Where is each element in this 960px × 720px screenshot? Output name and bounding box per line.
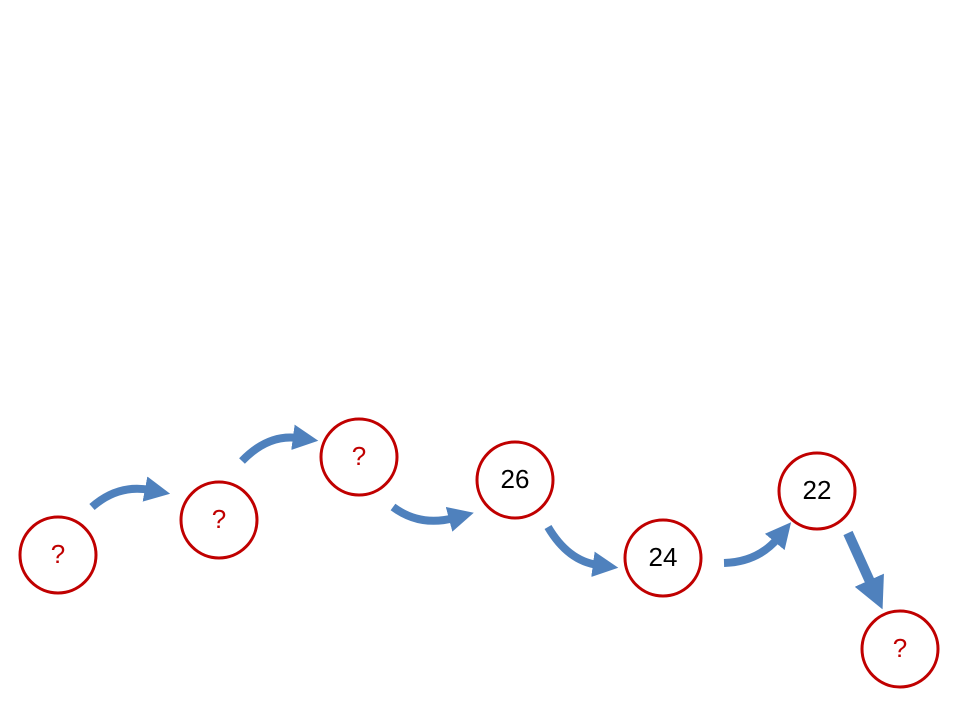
- arrow-4-to-5: [544, 524, 619, 578]
- arrow-3-to-4: [390, 503, 474, 532]
- node-2-label: ?: [212, 504, 226, 534]
- node-4-label: 26: [501, 464, 530, 494]
- node-2-circle: [179, 480, 259, 560]
- node-5-label: 24: [649, 542, 678, 572]
- node-2: ?: [179, 480, 259, 560]
- node-5: 24: [623, 518, 703, 598]
- arrow-1-to-2: [89, 476, 171, 511]
- arrow-6-to-7: [843, 530, 884, 610]
- node-7: ?: [860, 609, 940, 689]
- node-1-label: ?: [51, 539, 65, 569]
- node-7-label: ?: [893, 633, 907, 663]
- node-5-circle: [623, 518, 703, 598]
- node-6-circle: [777, 451, 857, 531]
- node-1: ?: [18, 515, 98, 595]
- node-3-circle: [319, 417, 399, 497]
- node-6: 22: [777, 451, 857, 531]
- node-3-label: ?: [352, 441, 366, 471]
- node-6-label: 22: [803, 475, 832, 505]
- node-7-circle: [860, 609, 940, 689]
- arrows-group: [89, 424, 884, 610]
- node-4: 26: [475, 440, 555, 520]
- node-4-circle: [475, 440, 555, 520]
- arrow-5-to-6: [723, 522, 792, 567]
- node-1-circle: [18, 515, 98, 595]
- node-3: ?: [319, 417, 399, 497]
- arrow-2-to-3: [239, 424, 319, 464]
